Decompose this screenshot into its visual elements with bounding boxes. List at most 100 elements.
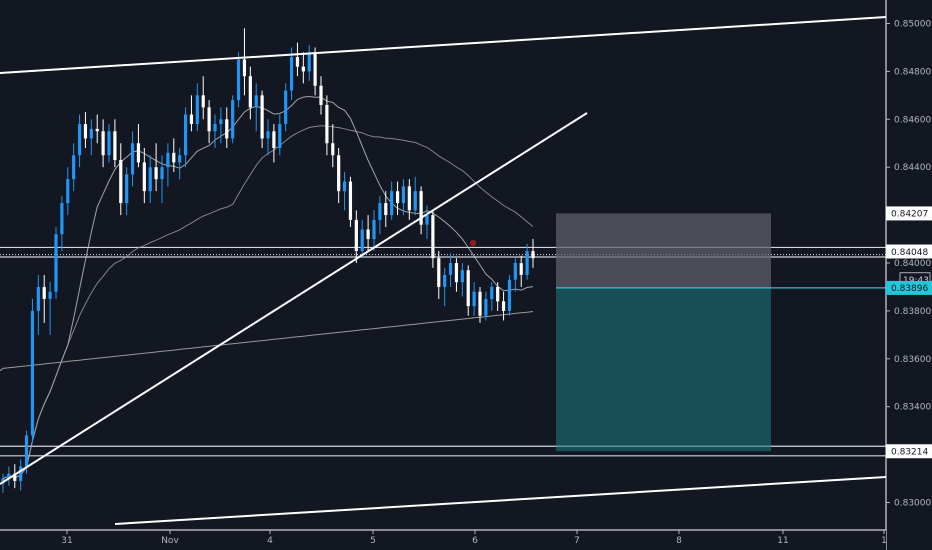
candle-body-84 xyxy=(496,286,500,302)
candle-body-53 xyxy=(313,52,317,86)
candle-body-40 xyxy=(236,59,241,101)
y-tick-label-8: 0.83400 xyxy=(894,403,931,413)
candle-body-60 xyxy=(354,219,358,252)
signal-dot xyxy=(469,239,477,247)
candle-body-76 xyxy=(448,263,453,275)
candle-body-17 xyxy=(101,131,105,156)
candle-body-9 xyxy=(54,234,58,292)
price-badge-0: 0.84207 xyxy=(891,210,928,220)
candle-body-2 xyxy=(13,473,17,481)
ma-slow xyxy=(2,125,534,479)
candle-body-44 xyxy=(260,95,264,139)
candle-body-5 xyxy=(30,310,35,436)
price-badge-bg-1 xyxy=(886,244,932,259)
candle-body-88 xyxy=(519,263,523,275)
candle-body-52 xyxy=(307,52,311,72)
candle-body-38 xyxy=(225,119,229,139)
candle-body-11 xyxy=(66,179,70,204)
candle-body-65 xyxy=(384,203,388,216)
candle-body-32 xyxy=(189,114,194,125)
candle-body-26 xyxy=(154,167,158,180)
candle-body-6 xyxy=(36,286,40,311)
candle-body-79 xyxy=(466,270,470,307)
candle-body-37 xyxy=(219,119,223,125)
candle-body-73 xyxy=(431,215,435,259)
x-tick-label-8: 1 xyxy=(881,536,887,546)
candle-body-54 xyxy=(319,85,323,105)
candle-body-46 xyxy=(272,131,276,149)
x-tick-label-1: Nov xyxy=(161,536,179,546)
candle-body-69 xyxy=(407,186,411,211)
price-badge-4: 0.83214 xyxy=(891,448,928,458)
candle-body-87 xyxy=(513,263,517,280)
support-trendline xyxy=(0,112,588,485)
candle-body-28 xyxy=(166,152,170,168)
candle-body-16 xyxy=(95,128,99,132)
candle-body-45 xyxy=(266,131,270,139)
price-badge-bg-4 xyxy=(886,444,932,459)
candle-body-22 xyxy=(130,143,135,175)
candle-body-77 xyxy=(454,263,459,283)
candle-body-4 xyxy=(24,435,29,467)
candle-body-19 xyxy=(113,131,117,161)
candle-body-30 xyxy=(178,155,182,163)
candle-body-68 xyxy=(401,186,406,204)
candle-body-58 xyxy=(342,181,347,192)
x-tick-label-3: 5 xyxy=(370,536,376,546)
candle-body-35 xyxy=(207,107,211,132)
candle-body-50 xyxy=(295,57,300,67)
stop-zone xyxy=(556,213,771,288)
candle-body-72 xyxy=(425,215,429,225)
price-badge-bg-0 xyxy=(886,206,932,221)
candle-body-57 xyxy=(337,155,341,192)
candle-body-23 xyxy=(136,143,141,163)
y-tick-label-3: 0.84600 xyxy=(894,115,931,125)
candle-body-85 xyxy=(501,301,506,311)
channel-lower-line xyxy=(114,476,887,525)
candle-body-78 xyxy=(460,270,464,283)
candle-body-39 xyxy=(231,100,235,139)
x-tick-label-0: 31 xyxy=(61,536,72,546)
channel-upper-line xyxy=(0,16,887,74)
candle-body-80 xyxy=(472,291,476,307)
candle-body-27 xyxy=(160,167,164,180)
time-axis: 31 Nov 4 5 6 7 8 11 1 xyxy=(0,529,887,550)
candle-body-34 xyxy=(201,95,205,108)
x-tick-label-7: 11 xyxy=(777,536,788,546)
candle-body-59 xyxy=(348,181,353,220)
candle-body-20 xyxy=(119,160,123,204)
candle-body-67 xyxy=(395,191,400,204)
candle-body-66 xyxy=(390,191,394,216)
candle-body-21 xyxy=(125,174,129,204)
candle-body-43 xyxy=(254,95,258,108)
candle-body-48 xyxy=(284,90,288,125)
candle-body-86 xyxy=(507,279,512,311)
candle-body-56 xyxy=(331,143,335,156)
candles xyxy=(1,28,535,493)
candle-body-3 xyxy=(19,466,23,481)
x-tick-label-6: 8 xyxy=(676,536,682,546)
candle-body-18 xyxy=(107,131,111,156)
candle-body-55 xyxy=(325,104,329,144)
candle-body-47 xyxy=(278,124,282,149)
candle-body-10 xyxy=(60,203,64,235)
candle-body-49 xyxy=(289,57,294,91)
trendlines xyxy=(0,16,887,525)
candle-body-24 xyxy=(142,162,146,192)
x-tick-label-2: 4 xyxy=(267,536,273,546)
candle-body-33 xyxy=(195,95,199,125)
candle-body-1 xyxy=(7,473,11,479)
candle-body-14 xyxy=(83,124,88,139)
candle-body-8 xyxy=(48,291,52,299)
candle-body-89 xyxy=(525,251,529,275)
y-tick-label-5: 0.84000 xyxy=(894,259,931,269)
candle-body-36 xyxy=(213,124,217,132)
price-badge-3: 0.83896 xyxy=(891,284,928,294)
price-axis: 0.852000.850000.848000.846000.844000.840… xyxy=(885,0,932,550)
y-tick-label-2: 0.84800 xyxy=(894,67,931,77)
candle-body-90 xyxy=(531,251,535,259)
candle-body-12 xyxy=(72,155,76,180)
short-position-tool xyxy=(556,213,886,452)
